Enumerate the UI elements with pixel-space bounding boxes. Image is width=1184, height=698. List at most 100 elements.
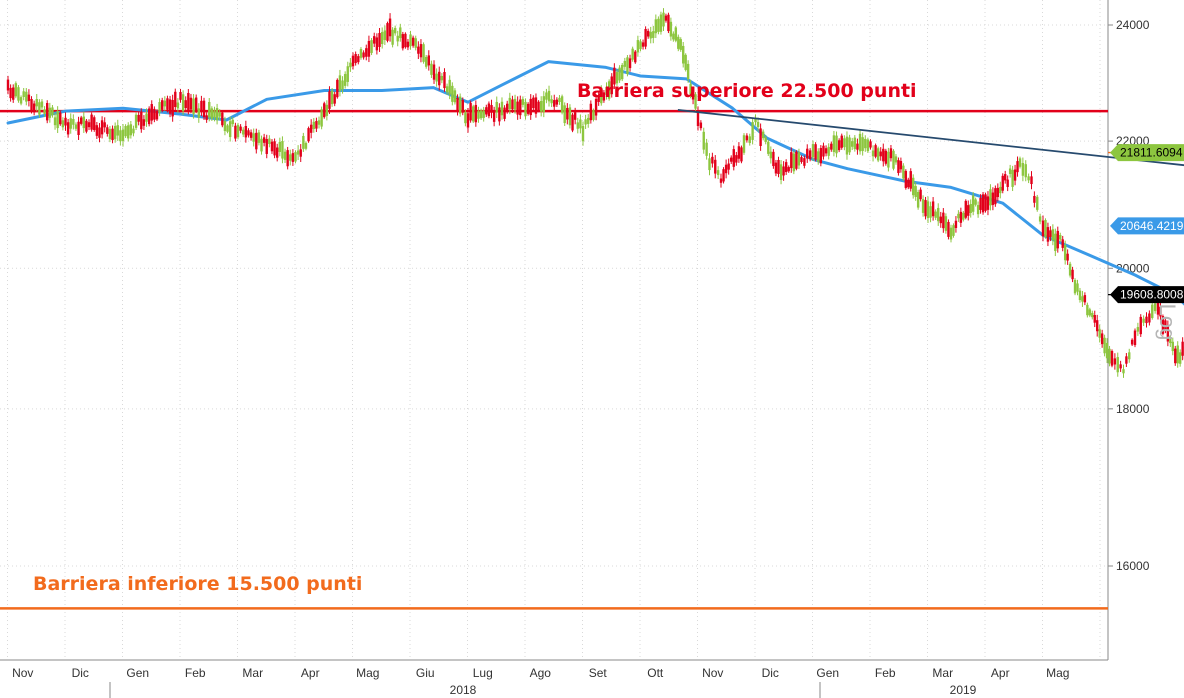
candle-body bbox=[581, 125, 585, 142]
candle-body bbox=[466, 113, 470, 128]
candle-body bbox=[1083, 295, 1087, 303]
candle-body bbox=[354, 54, 357, 64]
candle-body bbox=[1018, 158, 1022, 167]
candle-body bbox=[161, 100, 164, 110]
candle-body bbox=[100, 120, 104, 135]
candle-body bbox=[158, 102, 161, 113]
candle-body bbox=[986, 196, 990, 210]
candle-body bbox=[239, 126, 242, 131]
candle-body bbox=[1076, 283, 1079, 292]
candle-body bbox=[6, 79, 10, 91]
x-tick-label: Ott bbox=[647, 666, 664, 680]
candle-body bbox=[563, 105, 566, 124]
candle-body bbox=[967, 205, 970, 216]
candle-body bbox=[832, 135, 836, 153]
candle-body bbox=[226, 125, 229, 132]
candle-body bbox=[1151, 304, 1154, 318]
candle-body bbox=[461, 99, 464, 113]
candle-body bbox=[391, 29, 394, 45]
candle-body bbox=[792, 153, 796, 172]
candle-body bbox=[1145, 316, 1148, 324]
candle-body bbox=[1091, 312, 1094, 318]
candle-body bbox=[864, 138, 867, 149]
candle-body bbox=[127, 125, 130, 139]
candle-body bbox=[652, 31, 655, 38]
candle-body bbox=[730, 157, 733, 162]
candle-body bbox=[1073, 279, 1077, 294]
candle-body bbox=[451, 85, 454, 102]
livello-19608-badge-value: 19608.8008 bbox=[1120, 288, 1184, 302]
candle-body bbox=[294, 152, 297, 162]
candle-body bbox=[82, 116, 85, 129]
candle-body bbox=[534, 97, 538, 114]
candle-body bbox=[772, 151, 775, 167]
candle-body bbox=[208, 101, 211, 118]
candle-body bbox=[969, 204, 972, 214]
candle-body bbox=[716, 170, 720, 176]
candle-body bbox=[618, 67, 621, 81]
candle-body bbox=[333, 94, 336, 104]
candle-body bbox=[213, 110, 216, 118]
candle-body bbox=[727, 163, 730, 170]
candle-body bbox=[299, 149, 302, 157]
candle-body bbox=[223, 120, 227, 132]
candle-body bbox=[1006, 179, 1009, 187]
candle-body bbox=[991, 192, 995, 205]
x-tick-label: Set bbox=[589, 666, 608, 680]
candle-body bbox=[735, 155, 738, 163]
candle-body bbox=[375, 37, 379, 51]
candle-body bbox=[876, 148, 880, 161]
candle-body bbox=[103, 122, 106, 128]
candle-body bbox=[257, 132, 261, 143]
candle-body bbox=[1088, 309, 1092, 316]
candle-body bbox=[584, 119, 587, 125]
candle-body bbox=[262, 137, 266, 143]
candle-body bbox=[835, 135, 838, 154]
candle-body bbox=[492, 111, 496, 122]
candle-body bbox=[1110, 350, 1114, 366]
candle-body bbox=[897, 160, 900, 174]
candle-body bbox=[404, 33, 407, 48]
candle-body bbox=[566, 107, 569, 120]
price-candles bbox=[6, 8, 1184, 378]
candle-body bbox=[244, 125, 248, 138]
candle-body bbox=[861, 137, 864, 151]
candle-body bbox=[550, 99, 553, 104]
candle-body bbox=[797, 152, 801, 166]
y-tick-label: 24000 bbox=[1116, 18, 1150, 32]
candle-body bbox=[343, 74, 347, 86]
candle-body bbox=[432, 64, 436, 80]
candle-body bbox=[194, 97, 198, 111]
candle-body bbox=[98, 127, 101, 138]
candle-body bbox=[236, 124, 240, 138]
candle-body bbox=[954, 220, 958, 228]
candle-body bbox=[393, 27, 397, 34]
candle-body bbox=[265, 139, 268, 154]
candle-body bbox=[508, 97, 512, 110]
candle-body bbox=[134, 114, 138, 128]
candle-body bbox=[976, 205, 980, 215]
candle-body bbox=[628, 58, 632, 69]
candle-body bbox=[646, 30, 650, 37]
candle-body bbox=[942, 212, 945, 229]
candle-body bbox=[108, 128, 112, 140]
candle-body bbox=[573, 112, 577, 120]
candle-body bbox=[691, 94, 695, 100]
candle-body bbox=[346, 66, 349, 82]
candle-body bbox=[205, 115, 208, 120]
candle-body bbox=[694, 94, 697, 109]
x-tick-label: Feb bbox=[875, 666, 896, 680]
candle-body bbox=[330, 90, 334, 105]
candle-body bbox=[1071, 269, 1074, 280]
candle-body bbox=[500, 101, 504, 116]
candle-body bbox=[1166, 325, 1170, 342]
candle-body bbox=[411, 37, 415, 46]
candle-body bbox=[19, 97, 23, 104]
y-tick-label: 16000 bbox=[1116, 559, 1150, 573]
candle-body bbox=[367, 40, 371, 57]
candle-body bbox=[879, 151, 882, 157]
candle-body bbox=[1004, 174, 1007, 181]
candle-body bbox=[487, 103, 491, 117]
candle-body bbox=[1100, 333, 1104, 345]
